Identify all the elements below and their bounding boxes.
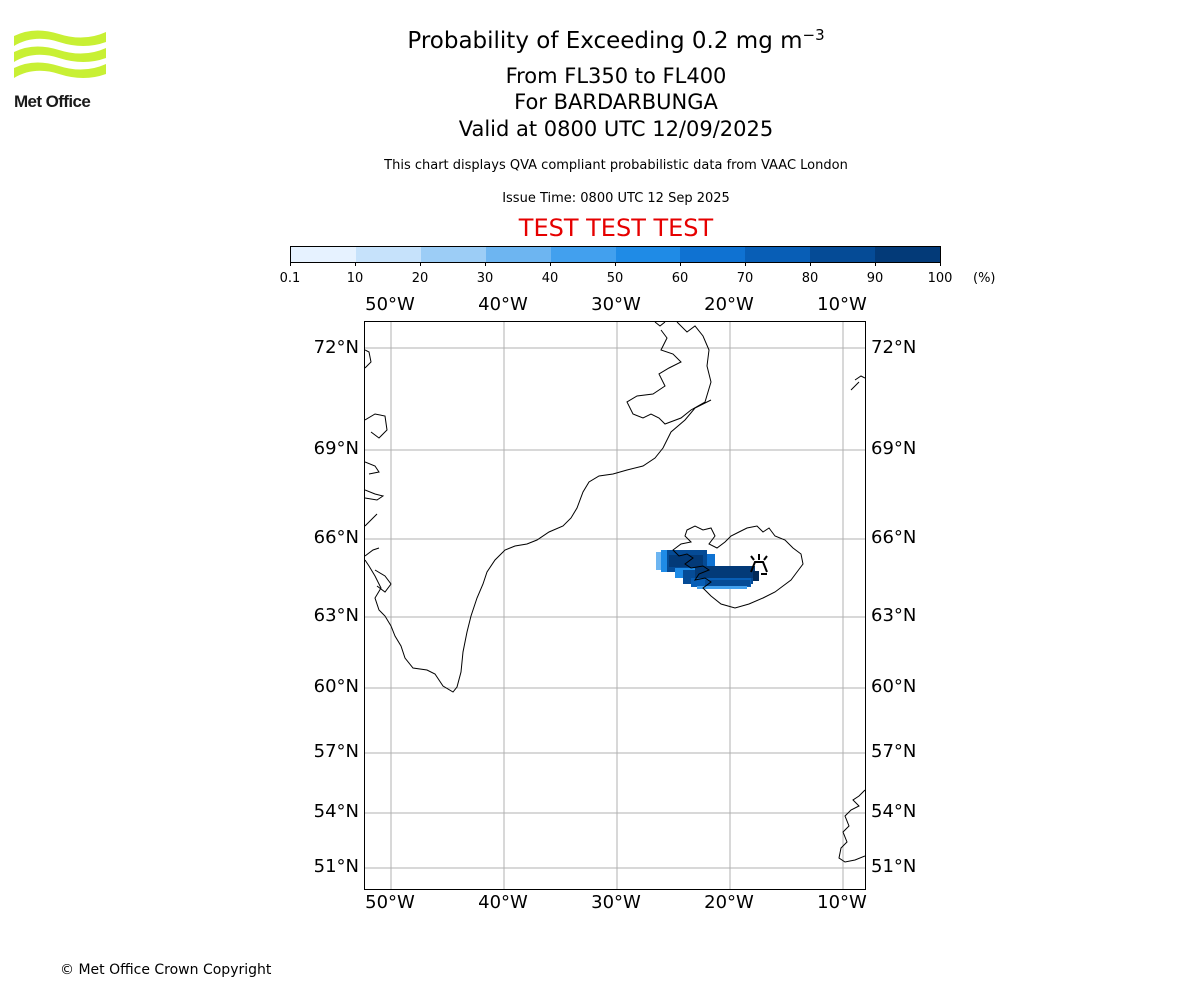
met-office-logo-icon <box>14 30 106 78</box>
colorbar-tick-mark <box>290 262 291 266</box>
latitude-label: 66°N <box>871 527 917 548</box>
chart-description: This chart displays QVA compliant probab… <box>384 158 848 173</box>
colorbar-tick-mark <box>615 262 616 266</box>
latitude-label: 51°N <box>313 856 359 877</box>
colorbar-segment <box>355 247 421 262</box>
latitude-label: 57°N <box>313 741 359 762</box>
iceland-coast <box>672 525 804 609</box>
latitude-label: 51°N <box>871 856 917 877</box>
latitude-label: 66°N <box>313 527 359 548</box>
longitude-label: 40°W <box>478 892 528 913</box>
colorbar-tick-label: 90 <box>866 271 884 286</box>
map-canvas <box>365 322 865 889</box>
latitude-label: 63°N <box>871 605 917 626</box>
longitude-label: 50°W <box>365 294 415 315</box>
colorbar-tick-mark <box>745 262 746 266</box>
colorbar-tick-label: 0.1 <box>279 271 301 286</box>
latitude-label: 72°N <box>313 337 359 358</box>
longitude-label: 20°W <box>704 892 754 913</box>
latitude-label: 54°N <box>313 801 359 822</box>
colorbar-tick-mark <box>875 262 876 266</box>
latitude-label: 60°N <box>313 676 359 697</box>
colorbar-tick-mark <box>550 262 551 266</box>
latitude-label: 54°N <box>871 801 917 822</box>
longitude-label: 50°W <box>365 892 415 913</box>
colorbar-tick-mark <box>680 262 681 266</box>
greenland-west-fragments <box>365 349 392 593</box>
greenland-coast <box>365 322 712 693</box>
colorbar-segment <box>420 247 486 262</box>
colorbar-segment <box>680 247 746 262</box>
colorbar-tick-label: 10 <box>346 271 364 286</box>
ash-probability-area <box>656 550 759 589</box>
valid-time-line: Valid at 0800 UTC 12/09/2025 <box>458 117 774 141</box>
colorbar-tick-label: 100 <box>927 271 953 286</box>
chart-title-exponent: −3 <box>802 26 825 44</box>
chart-title: Probability of Exceeding 0.2 mg m−3 <box>316 26 916 55</box>
colorbar-tick-label: 30 <box>476 271 494 286</box>
longitude-label: 10°W <box>817 892 867 913</box>
latitude-label: 60°N <box>871 676 917 697</box>
norway-coast <box>850 375 865 391</box>
longitude-label: 30°W <box>591 294 641 315</box>
colorbar-segment <box>810 247 876 262</box>
colorbar-segment <box>485 247 551 262</box>
colorbar-tick-mark <box>810 262 811 266</box>
latitude-label: 63°N <box>313 605 359 626</box>
probability-colorbar <box>290 246 941 263</box>
latitude-label: 69°N <box>871 438 917 459</box>
flight-level-line: From FL350 to FL400 <box>505 64 727 88</box>
colorbar-unit: (%) <box>973 271 996 286</box>
latitude-label: 57°N <box>871 741 917 762</box>
volcano-line: For BARDARBUNGA <box>514 90 718 114</box>
volcano-icon <box>750 554 768 575</box>
colorbar-segment <box>550 247 616 262</box>
colorbar-segment <box>745 247 811 262</box>
test-banner: TEST TEST TEST <box>518 214 714 242</box>
longitude-label: 10°W <box>817 294 867 315</box>
colorbar-tick-label: 60 <box>671 271 689 286</box>
colorbar-tick-label: 70 <box>736 271 754 286</box>
colorbar-tick-mark <box>355 262 356 266</box>
latitude-label: 72°N <box>871 337 917 358</box>
uk-ireland-coast <box>838 789 865 863</box>
colorbar-tick-label: 40 <box>541 271 559 286</box>
colorbar-tick-label: 20 <box>411 271 429 286</box>
longitude-label: 20°W <box>704 294 754 315</box>
graticule <box>365 322 865 889</box>
colorbar-segment <box>291 247 356 262</box>
colorbar-tick-label: 80 <box>801 271 819 286</box>
colorbar-segment <box>615 247 681 262</box>
colorbar-tick-mark <box>940 262 941 266</box>
latitude-label: 69°N <box>313 438 359 459</box>
issue-time: Issue Time: 0800 UTC 12 Sep 2025 <box>502 191 730 206</box>
colorbar-tick-mark <box>485 262 486 266</box>
colorbar-tick-label: 50 <box>606 271 624 286</box>
longitude-label: 40°W <box>478 294 528 315</box>
map-panel <box>364 321 866 890</box>
copyright: © Met Office Crown Copyright <box>60 962 272 978</box>
coastlines <box>365 322 865 863</box>
longitude-label: 30°W <box>591 892 641 913</box>
colorbar-tick-mark <box>420 262 421 266</box>
logo-text: Met Office <box>14 92 91 111</box>
chart-title-main: Probability of Exceeding 0.2 mg m <box>407 28 803 54</box>
colorbar-segment <box>875 247 941 262</box>
